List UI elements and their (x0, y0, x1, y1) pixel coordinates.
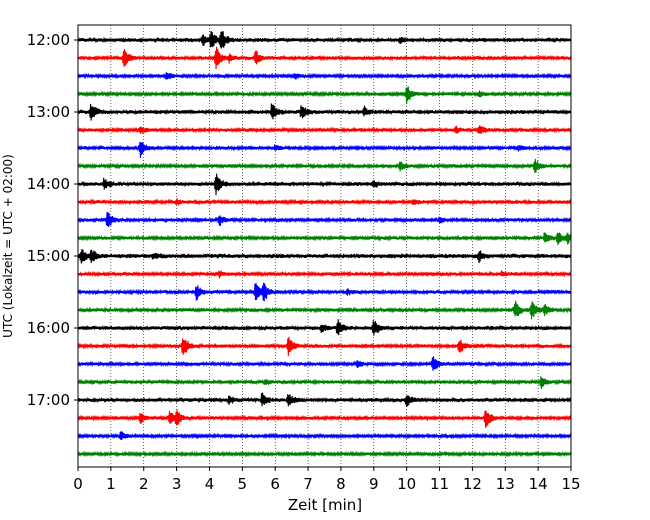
trace-line (77, 249, 572, 264)
trace-line (77, 72, 572, 80)
trace-line (77, 198, 572, 206)
traces-layer (77, 31, 572, 458)
trace-line (77, 103, 572, 121)
x-axis: 0 1 2 3 4 5 6 7 8 9 10 11 12 13 14 15 (73, 467, 581, 493)
x-tick-label: 5 (238, 475, 248, 493)
x-tick-label: 8 (336, 475, 346, 493)
trace-line (77, 356, 572, 371)
x-axis-label: Zeit [min] (288, 496, 362, 514)
y-tick-label: 16:00 (27, 319, 70, 337)
y-tick-label: 12:00 (27, 31, 70, 49)
x-tick-label: 11 (430, 475, 449, 493)
x-tick-label: 12 (463, 475, 482, 493)
trace-line (77, 31, 572, 49)
x-tick-label: 6 (270, 475, 280, 493)
x-tick-label: 13 (496, 475, 515, 493)
trace-line (77, 392, 572, 408)
trace-line (77, 173, 572, 195)
trace-line (77, 232, 572, 246)
x-tick-label: 15 (561, 475, 580, 493)
plot-frame (77, 24, 572, 468)
trace-line (77, 409, 572, 428)
y-axis: 12:00 13:00 14:00 15:00 16:00 17:00 (27, 31, 78, 409)
x-tick-label: 4 (205, 475, 215, 493)
x-tick-label: 9 (369, 475, 379, 493)
trace-line (77, 125, 572, 134)
trace-line (77, 282, 572, 302)
trace-line (77, 431, 572, 441)
y-tick-label: 17:00 (27, 391, 70, 409)
trace-line (77, 319, 572, 336)
x-tick-label: 7 (303, 475, 313, 493)
x-tick-label: 0 (73, 475, 83, 493)
trace-line (77, 336, 572, 356)
trace-line (77, 300, 572, 320)
trace-line (77, 211, 572, 227)
y-tick-label: 15:00 (27, 247, 70, 265)
trace-line (77, 376, 572, 389)
y-axis-label: UTC (Lokalzeit = UTC + 02:00) (1, 154, 15, 338)
x-tick-label: 3 (172, 475, 182, 493)
x-tick-label: 14 (529, 475, 548, 493)
x-tick-label: 1 (106, 475, 116, 493)
y-tick-label: 14:00 (27, 175, 70, 193)
trace-line (77, 450, 572, 458)
trace-line (77, 158, 572, 173)
y-tick-label: 13:00 (27, 103, 70, 121)
trace-line (77, 86, 572, 105)
trace-line (77, 141, 572, 158)
x-tick-label: 10 (397, 475, 416, 493)
trace-line (77, 46, 572, 70)
x-tick-label: 2 (139, 475, 149, 493)
trace-line (77, 270, 572, 279)
